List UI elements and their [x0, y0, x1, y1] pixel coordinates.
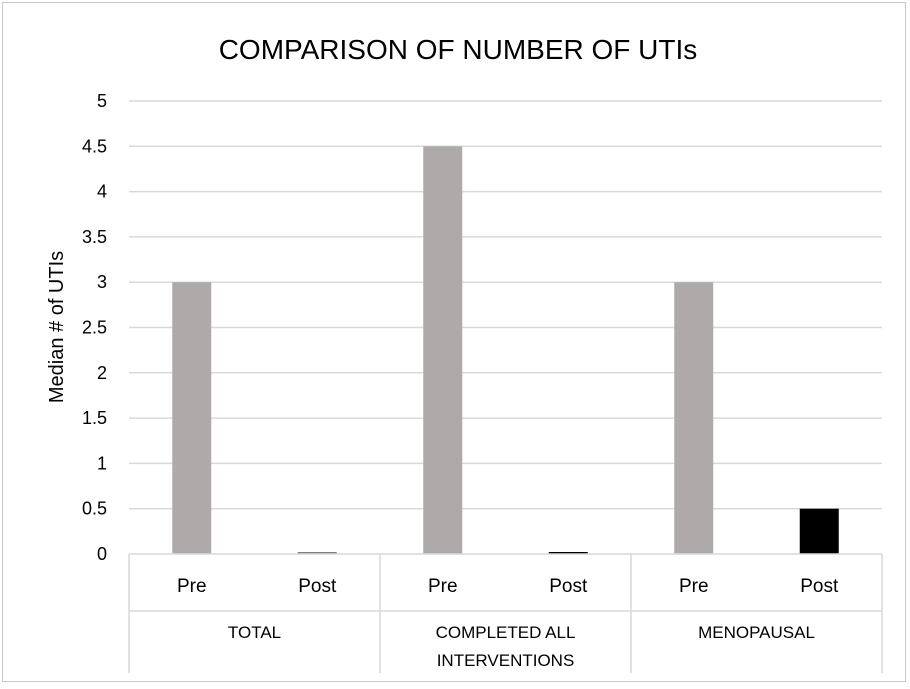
y-tick-label: 5	[97, 91, 107, 111]
x-tick-label: Post	[298, 576, 337, 597]
bar-post	[297, 552, 337, 554]
y-tick-label: 3	[97, 272, 107, 292]
x-tick-label: Pre	[177, 576, 207, 597]
group-label: MENOPAUSAL	[698, 623, 815, 642]
y-tick-labels: 0 0.5 1 1.5 2 2.5 3 3.5 4 4.5 5	[82, 91, 107, 564]
y-tick-label: 4	[97, 182, 107, 202]
y-tick-label: 1	[97, 453, 107, 473]
x-tick-label: Post	[800, 576, 839, 597]
x-axis: Pre Post TOTAL Pre Post COMPLETED ALL INTERVEN…	[128, 553, 883, 673]
y-tick-label: 0.5	[82, 499, 107, 519]
bar-pre	[423, 146, 463, 555]
x-tick-label: Pre	[428, 576, 458, 597]
bar-post	[548, 552, 588, 554]
bar-pre	[172, 282, 212, 554]
y-tick-label: 4.5	[82, 136, 107, 156]
x-tick-label: Pre	[679, 576, 709, 597]
y-tick-label: 2	[97, 363, 107, 383]
bar-chart: COMPARISON OF NUMBER OF UTIs Median # of…	[46, 34, 883, 673]
x-tick-label: Post	[549, 576, 588, 597]
group-label: COMPLETED ALL	[436, 623, 576, 642]
bar-post	[799, 508, 839, 554]
y-axis-label: Median # of UTIs	[46, 251, 68, 403]
y-tick-label: 2.5	[82, 318, 107, 338]
chart-title: COMPARISON OF NUMBER OF UTIs	[219, 34, 698, 65]
y-tick-label: 3.5	[82, 227, 107, 247]
bars	[172, 146, 839, 555]
bar-pre	[674, 282, 714, 554]
y-tick-label: 0	[97, 544, 107, 564]
y-tick-label: 1.5	[82, 408, 107, 428]
gridlines	[129, 100, 882, 510]
group-label: INTERVENTIONS	[437, 651, 575, 670]
group-label: TOTAL	[228, 623, 281, 642]
